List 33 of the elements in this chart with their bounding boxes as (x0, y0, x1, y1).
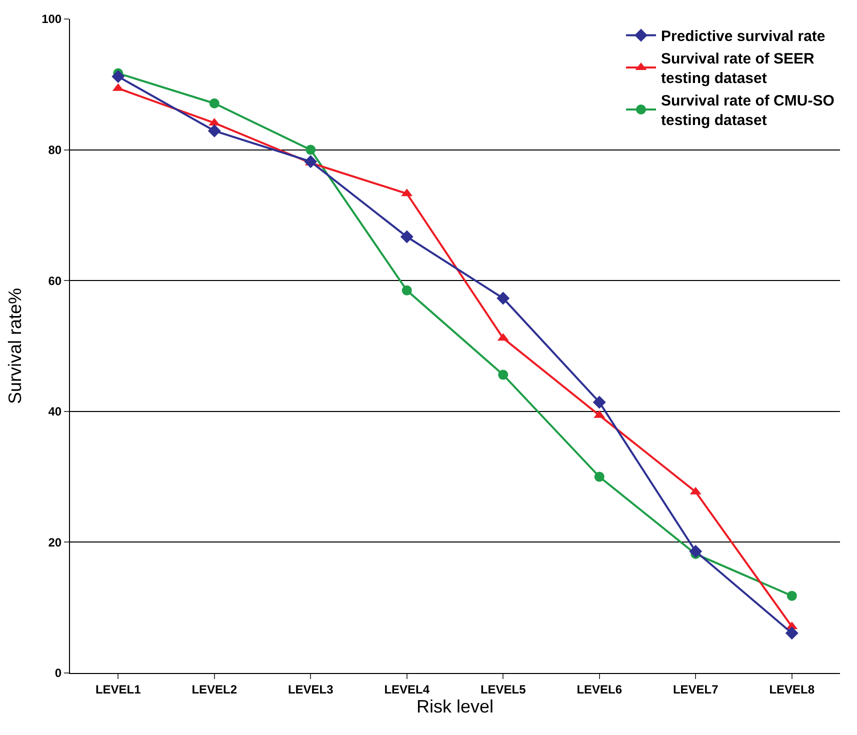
point (592, 396, 606, 409)
point (402, 285, 412, 296)
x-tick-label: LEVEL8 (769, 682, 815, 696)
point (112, 70, 125, 84)
point (496, 292, 510, 305)
x-tick-label: LEVEL3 (288, 682, 334, 696)
legend-label: Survival rate of SEER testing dataset (661, 50, 815, 88)
x-tick-label: LEVEL2 (192, 682, 238, 696)
point (785, 626, 798, 640)
point (594, 472, 604, 482)
point (786, 590, 797, 601)
point (689, 544, 702, 558)
y-tick-label: 60 (48, 274, 62, 288)
point (208, 124, 221, 138)
x-tick-label: LEVEL7 (672, 682, 719, 696)
point (304, 155, 318, 168)
point (306, 144, 316, 155)
point (498, 370, 508, 380)
point (209, 98, 220, 108)
y-tick-label: 100 (42, 12, 62, 26)
point (400, 230, 414, 244)
x-tick-label: LEVEL4 (384, 682, 430, 696)
y-tick-label: 80 (48, 143, 62, 157)
x-axis-title: Risk level (416, 696, 494, 716)
y-tick-label: 0 (54, 666, 62, 680)
x-tick-label: LEVEL5 (480, 682, 526, 696)
y-tick-label: 20 (48, 535, 62, 550)
legend-label: Survival rate of CMU-SO testing dataset (661, 92, 835, 130)
y-axis-title: Survival rate% (4, 288, 25, 404)
legend-label: Predictive survival rate (661, 28, 826, 46)
x-tick-label: LEVEL6 (576, 682, 622, 696)
y-tick-label: 40 (48, 404, 62, 419)
x-tick-label: LEVEL1 (95, 682, 142, 696)
